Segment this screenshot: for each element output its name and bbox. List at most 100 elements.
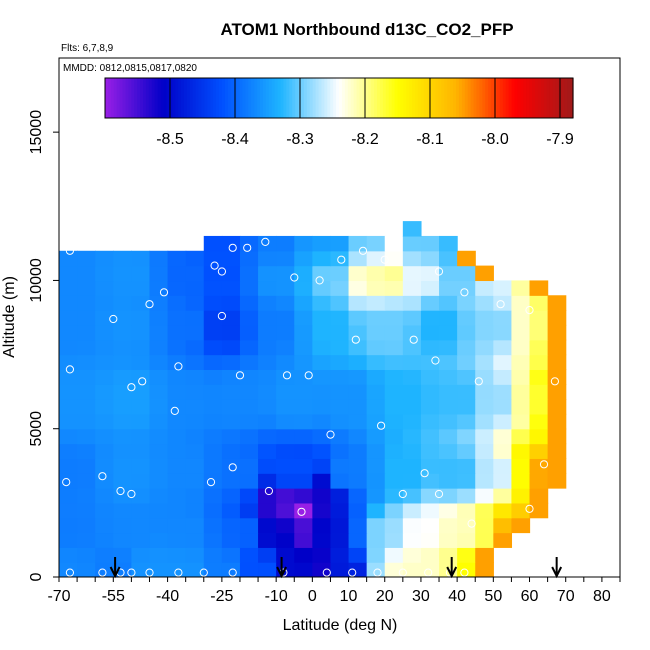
heatmap-cell [330,458,350,474]
heatmap-cell [402,532,422,548]
heatmap-cell [384,532,404,548]
sample-point [467,519,476,528]
heatmap-cell [493,532,513,548]
heatmap-cell [167,532,187,548]
colorbar-swatch [473,78,478,118]
heatmap-cell [330,443,350,459]
heatmap-cell [203,369,223,385]
heatmap-cell [239,235,259,252]
heatmap-cell [457,265,476,282]
colorbar-swatch [222,78,226,118]
heatmap-cell [475,384,494,400]
heatmap-cell [203,473,223,489]
heatmap-cell [221,428,241,445]
heatmap-cell [113,369,132,385]
heatmap-cell [77,443,96,459]
colorbar-swatch [230,78,235,118]
heatmap-cell [348,428,368,445]
y-tick-label: 0 [28,572,45,581]
heatmap-cell [384,488,404,504]
colorbar-swatch [175,78,179,118]
heatmap-cell [294,488,313,504]
heatmap-cell [185,488,205,504]
heatmap-cell [95,443,114,459]
colorbar-swatch [371,78,375,118]
heatmap-cell [221,250,241,267]
colorbar-swatch [353,78,358,118]
colorbar-swatch [406,78,410,118]
colorbar-swatch [537,78,542,118]
colorbar-swatch [148,78,153,118]
heatmap-cell [258,473,277,489]
colorbar-swatch [295,78,299,118]
sample-point [322,568,331,577]
heatmap-cell [402,295,422,311]
heatmap-cell [457,458,476,474]
sample-point [304,371,313,380]
colorbar-swatch [555,78,559,118]
heatmap-cell [149,265,169,282]
heatmap-cell [457,443,476,459]
heatmap-cell [529,502,549,519]
heatmap-cell [221,235,241,252]
heatmap-cell [203,295,223,311]
colorbar-swatch [143,78,147,118]
heatmap-cell [457,399,476,415]
heatmap-cell [475,517,494,534]
heatmap-cell [59,547,78,563]
colorbar-swatch [324,78,328,118]
heatmap-cell [95,339,114,356]
heatmap-cell [131,324,151,341]
heatmap-cell [420,310,440,326]
heatmap-cell [149,547,169,563]
heatmap-cell [348,399,368,415]
colorbar-swatch [514,78,519,118]
colorbar-tick-label: -8.3 [286,131,314,148]
heatmap-cell [547,413,567,430]
heatmap-cell [258,502,277,519]
sample-point [243,243,252,252]
heatmap-cell [149,324,169,341]
x-axis: -70 -55 -40 -25 -10 0 10 20 30 40 50 60 70 80 [47,577,621,605]
colorbar-swatch [549,78,554,118]
heatmap-cell [203,384,223,400]
heatmap-cell [221,265,241,282]
heatmap-cell [348,384,368,400]
sample-point [496,300,505,309]
heatmap-cell [258,280,277,296]
heatmap-cell [457,384,476,400]
heatmap-cell [475,488,494,504]
heatmap-cell [402,502,422,519]
sample-point [174,568,183,577]
heatmap-cell [439,369,458,385]
colorbar-swatch [198,78,203,118]
colorbar-swatch [245,78,249,118]
heatmap-cell [348,547,368,563]
heatmap-cell [384,443,404,459]
heatmap-cell [420,250,440,267]
colorbar-swatch [456,78,460,118]
x-tick-label: 50 [484,588,502,605]
colorbar-swatch [409,78,413,118]
heatmap-cell [348,502,368,519]
heatmap-cell [276,443,295,459]
heatmap-cell [402,473,422,489]
heatmap-cell [59,369,78,385]
heatmap-cell [402,339,422,356]
heatmap-cell [185,250,205,267]
heatmap-cell [258,458,277,474]
heatmap-cell [185,413,205,430]
heatmap-cell [475,310,494,326]
colorbar-swatch [137,78,141,118]
heatmap-cell [511,280,531,296]
colorbar-swatch [315,78,320,118]
heatmap-cell [258,488,277,504]
heatmap-cell [529,295,549,311]
heatmap-cell [547,473,567,489]
heatmap-cell [221,562,241,577]
heatmap-cell [258,413,277,430]
x-tick-label: -70 [47,588,70,605]
colorbar-swatch [154,78,159,118]
colorbar-swatch [382,78,387,118]
heatmap-cell [312,502,332,519]
